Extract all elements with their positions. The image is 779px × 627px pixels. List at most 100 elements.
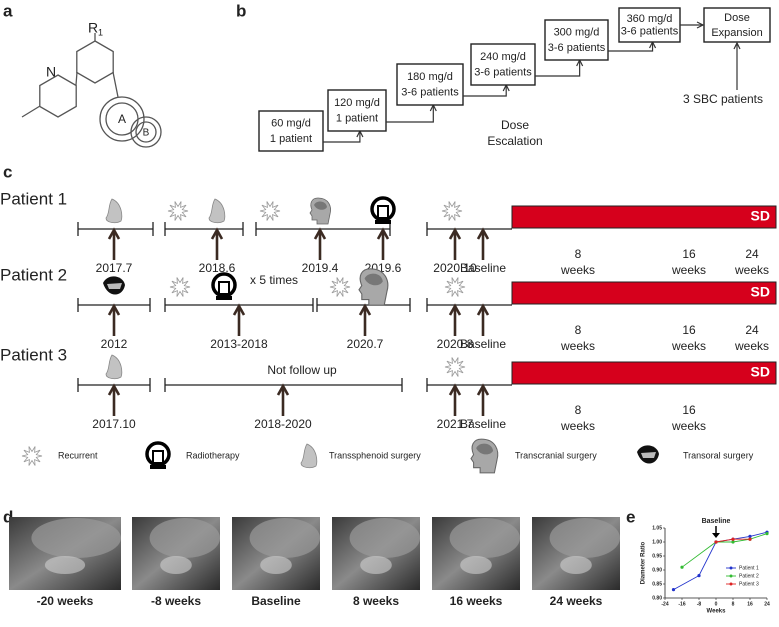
legend-dot <box>729 566 733 570</box>
recurrent-icon <box>444 357 466 377</box>
arrow-head <box>733 41 741 50</box>
event-arrow-head <box>232 303 246 316</box>
mri-brain <box>549 518 620 558</box>
mri-caption: Baseline <box>251 594 301 608</box>
y-tick-label: 1.05 <box>652 525 662 531</box>
mri-detail <box>260 556 292 574</box>
y-tick-label: 0.95 <box>652 553 662 559</box>
event-date: 2020.8 <box>437 337 474 351</box>
series-line <box>681 533 768 568</box>
transcranial-icon <box>358 268 389 306</box>
dose-text: 180 mg/d <box>407 71 453 83</box>
sd-label: SD <box>751 284 770 300</box>
dose-box <box>396 63 464 106</box>
mri-caption: -8 weeks <box>151 594 201 608</box>
week-unit: weeks <box>560 419 595 433</box>
ring-label: B <box>143 128 150 139</box>
event-date: 2017.10 <box>92 417 136 431</box>
recurrent-icon <box>167 201 189 221</box>
data-point <box>731 537 735 541</box>
transsphenoid-icon <box>300 443 318 469</box>
brain-shape <box>314 201 327 210</box>
week-number: 16 <box>682 403 696 417</box>
event-date: Baseline <box>460 261 506 275</box>
transcranial-icon <box>470 438 499 474</box>
event-arrow-head <box>313 227 327 240</box>
dose-text: 300 mg/d <box>554 27 600 39</box>
transsphenoid-icon <box>105 354 123 380</box>
atom-label: N <box>46 64 56 80</box>
week-unit: weeks <box>734 263 769 277</box>
x-tick-label: -8 <box>697 601 702 607</box>
legend-label: Recurrent <box>58 450 98 460</box>
mri-brain <box>449 518 520 558</box>
panel-label: b <box>236 1 246 20</box>
x-tick-label: 0 <box>715 601 718 607</box>
event-date: 2018-2020 <box>254 417 312 431</box>
week-number: 16 <box>682 323 696 337</box>
patients-text: 3-6 patients <box>474 67 532 79</box>
dose-box <box>544 19 609 61</box>
radiotherapy-icon <box>211 272 237 300</box>
event-arrow-head <box>107 383 121 396</box>
ring-label: A <box>118 112 126 126</box>
timeline-note: x 5 times <box>250 273 298 287</box>
data-point <box>680 565 684 569</box>
x-tick-label: -16 <box>678 601 685 607</box>
recurrent-icon <box>441 201 463 221</box>
radio-table <box>218 281 230 295</box>
sd-bar <box>511 281 777 305</box>
mri-detail <box>160 556 192 574</box>
ring-outline <box>99 96 145 142</box>
mri-caption: 16 weeks <box>450 594 503 608</box>
patient-name: Patient 2 <box>0 265 67 284</box>
week-number: 8 <box>575 403 582 417</box>
radio-base <box>375 220 391 224</box>
legend-label: Patient 3 <box>739 581 759 587</box>
event-arrow-head <box>276 383 290 396</box>
transsphenoid-icon <box>105 198 123 224</box>
event-arrow-head <box>448 227 462 240</box>
x-tick-label: -24 <box>661 601 668 607</box>
dose-text: 240 mg/d <box>480 51 526 63</box>
step-arrow <box>535 60 581 77</box>
event-arrow-head <box>376 227 390 240</box>
step-arrow <box>608 42 654 52</box>
event-date: 2019.4 <box>302 261 339 275</box>
radio-base <box>150 465 166 469</box>
expansion-text: Dose <box>724 12 750 24</box>
transsphenoid-icon <box>208 198 226 224</box>
recurrent-icon <box>444 277 466 297</box>
event-arrow-head <box>107 227 121 240</box>
data-point <box>765 532 769 536</box>
dose-text: 60 mg/d <box>271 118 311 130</box>
radio-table <box>377 205 389 219</box>
x-axis-label: Weeks <box>707 609 727 615</box>
expansion-text: Expansion <box>711 27 762 39</box>
mri-detail <box>460 556 492 574</box>
week-number: 8 <box>575 323 582 337</box>
mri-caption: 8 weeks <box>353 594 399 608</box>
recurrent-icon <box>259 201 281 221</box>
event-date: 2017.7 <box>96 261 133 275</box>
teeth <box>641 452 656 458</box>
event-date: 2012 <box>101 337 128 351</box>
event-date: Baseline <box>460 337 506 351</box>
recurrent-icon <box>329 277 351 297</box>
recurrent-icon <box>21 446 43 466</box>
panel-label: c <box>3 162 12 181</box>
panel-label: e <box>626 507 635 526</box>
event-date: Baseline <box>460 417 506 431</box>
brain-shape <box>364 273 383 286</box>
event-arrow-head <box>210 227 224 240</box>
mri-detail <box>360 556 392 574</box>
atom-label: 1 <box>98 27 103 37</box>
patients-text: 3-6 patients <box>401 87 459 99</box>
y-tick-label: 0.80 <box>652 595 662 601</box>
mri-detail <box>44 556 86 574</box>
week-number: 16 <box>682 247 696 261</box>
data-point <box>748 537 752 541</box>
radio-table <box>152 450 164 464</box>
patient-name: Patient 1 <box>0 189 67 208</box>
